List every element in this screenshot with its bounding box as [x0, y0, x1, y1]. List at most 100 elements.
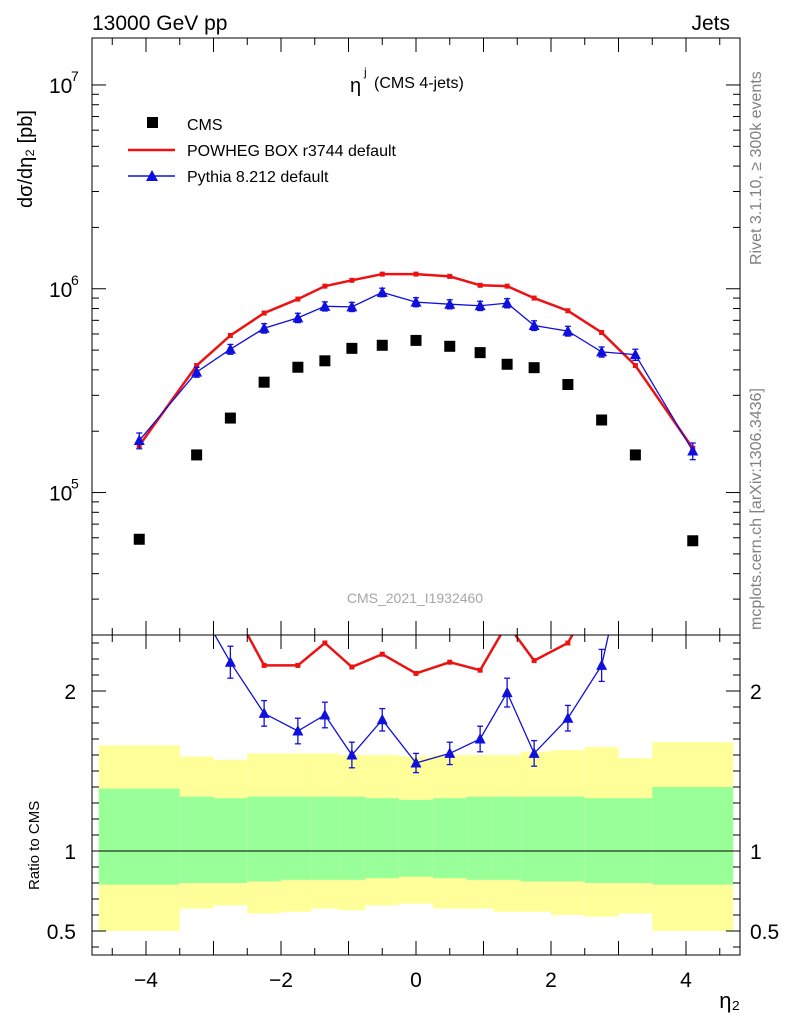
ratio-band-inner	[520, 796, 551, 882]
xtick-label: 0	[410, 969, 422, 992]
title-main: η	[350, 75, 361, 97]
watermark: CMS_2021_I1932460	[347, 590, 483, 606]
lower-ytick-label-right: 0.5	[750, 921, 779, 944]
ratio-pythia-point	[501, 686, 513, 698]
ratio-powheg-point	[599, 580, 604, 585]
pythia-point	[410, 296, 422, 307]
cms-point	[319, 355, 331, 367]
powheg-point	[227, 332, 233, 338]
pythia-point	[629, 348, 641, 360]
ratio-pythia-point	[346, 749, 358, 760]
ratio-band-inner	[551, 796, 585, 882]
ratio-pythia-point	[596, 659, 608, 670]
cms-point	[258, 376, 270, 388]
cms-point	[528, 362, 540, 374]
pythia-point	[444, 298, 456, 309]
rivet-label: Rivet 3.1.10, ≥ 300k events	[748, 71, 765, 265]
cms-point	[562, 379, 574, 391]
ratio-band-inner	[338, 796, 366, 880]
lower-ylabel: Ratio to CMS	[26, 801, 43, 890]
header-energy: 13000 GeV pp	[92, 12, 227, 35]
cms-point	[410, 334, 422, 346]
ratio-pythia-point	[410, 757, 422, 768]
ratio-pythia-point	[474, 733, 486, 744]
ratio-powheg-point	[413, 670, 419, 676]
powheg-point	[531, 295, 537, 301]
xtick-label: −2	[269, 969, 293, 992]
ratio-powheg-point	[531, 658, 537, 664]
cms-point	[292, 361, 304, 373]
ratio-pythia-point	[528, 747, 540, 758]
cms-point	[376, 339, 388, 351]
upper-ytick-label: 105	[49, 476, 79, 506]
mcplots-label: mcplots.cern.ch [arXiv:1306.3436]	[748, 388, 765, 630]
powheg-point	[632, 363, 638, 369]
ratio-band-inner	[652, 787, 734, 885]
ratio-band-inner	[365, 798, 400, 879]
header-category: Jets	[691, 12, 730, 35]
upper-ytick-label: 106	[49, 272, 79, 302]
powheg-point	[447, 273, 453, 279]
ratio-powheg-line	[246, 635, 574, 675]
ratio-bands	[98, 742, 734, 931]
ratio-band-inner	[311, 796, 339, 880]
ratio-powheg-point	[379, 651, 385, 657]
ratio-powheg-point	[690, 551, 695, 556]
lower-ytick-label-right: 1	[750, 841, 762, 864]
x-axis-label: η₂	[719, 988, 740, 1013]
cms-point	[346, 342, 358, 354]
cms-point	[224, 412, 236, 424]
cms-point	[629, 449, 641, 461]
upper-ytick-base: 10	[49, 279, 72, 302]
ratio-pythia-point	[224, 656, 236, 667]
ratio-pythia-point	[191, 597, 202, 608]
pythia-point	[528, 319, 540, 331]
ratio-powheg-point	[447, 659, 453, 665]
pythia-point	[376, 286, 388, 297]
ratio-band-inner	[466, 796, 494, 880]
cms-point	[596, 414, 608, 426]
ratio-powheg-point	[137, 548, 142, 553]
ratio-powheg-point	[477, 667, 483, 673]
pythia-point	[346, 300, 358, 312]
legend-powheg-label: POWHEG BOX r3744 default	[187, 143, 397, 160]
pythia-point	[191, 366, 203, 377]
ratio-band-inner	[98, 788, 180, 885]
xtick-label: 2	[545, 969, 557, 992]
upper-ytick-base: 10	[49, 75, 72, 98]
pythia-point	[292, 311, 304, 323]
powheg-point	[194, 363, 200, 369]
ratio-band-inner	[399, 799, 433, 877]
upper-ytick-exp: 6	[71, 272, 79, 288]
pythia-point	[319, 300, 331, 311]
pythia-line	[138, 291, 694, 452]
legend-pythia-label: Pythia 8.212 default	[187, 169, 329, 186]
pythia-point	[258, 322, 270, 333]
lower-ytick-label-left: 1	[64, 841, 76, 864]
upper-ytick-base: 10	[49, 483, 72, 506]
ratio-pythia-point	[444, 747, 456, 758]
ratio-band-inner	[618, 798, 653, 883]
powheg-point	[599, 330, 605, 336]
ratio-band-inner	[179, 796, 214, 883]
ratio-band-inner	[493, 796, 521, 880]
xtick-label: −4	[134, 969, 158, 992]
ratio-pythia-point	[687, 563, 698, 574]
powheg-point	[349, 277, 355, 283]
upper-ytick-exp: 5	[71, 476, 79, 492]
main-panel	[133, 271, 699, 547]
ratio-powheg-point	[322, 640, 328, 646]
upper-ytick-exp: 7	[71, 68, 79, 84]
ratio-pythia-point	[134, 517, 145, 528]
legend: CMS POWHEG BOX r3744 default Pythia 8.21…	[128, 117, 397, 186]
cms-point	[191, 449, 203, 461]
title-sup: j	[363, 65, 367, 79]
powheg-point	[565, 308, 571, 314]
title-sub: (CMS 4-jets)	[374, 75, 464, 92]
ratio-band-inner	[584, 798, 619, 883]
pythia-point	[501, 297, 513, 308]
pythia-point	[562, 325, 574, 336]
ratio-pythia-point	[292, 725, 304, 736]
ratio-powheg-point	[228, 601, 233, 606]
